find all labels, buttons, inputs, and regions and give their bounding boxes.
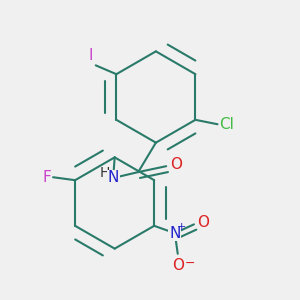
Text: N: N bbox=[169, 226, 181, 241]
Text: Cl: Cl bbox=[219, 117, 234, 132]
Text: N: N bbox=[107, 170, 119, 185]
Text: +: + bbox=[177, 222, 186, 232]
Text: F: F bbox=[43, 170, 52, 185]
Text: O: O bbox=[197, 215, 209, 230]
Text: −: − bbox=[184, 257, 195, 270]
Text: I: I bbox=[89, 48, 93, 63]
Text: O: O bbox=[170, 157, 182, 172]
Text: O: O bbox=[172, 258, 184, 273]
Text: H: H bbox=[99, 166, 110, 180]
